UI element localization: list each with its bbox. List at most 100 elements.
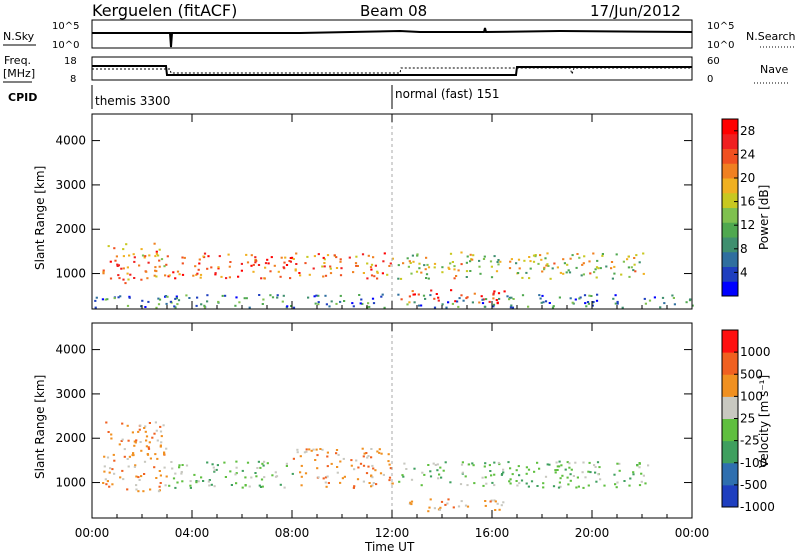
data-cell	[510, 258, 513, 261]
data-cell	[111, 468, 114, 471]
data-cell	[155, 275, 158, 278]
data-cell	[214, 272, 217, 275]
data-cell	[352, 486, 355, 489]
data-cell	[574, 461, 577, 464]
data-cell	[128, 254, 131, 257]
data-cell	[196, 272, 199, 275]
data-cell	[310, 449, 313, 452]
data-cell	[283, 261, 286, 264]
data-cell	[460, 500, 463, 503]
data-cell	[285, 462, 288, 465]
data-cell	[459, 483, 463, 486]
y-tick-label: 4000	[55, 134, 86, 148]
data-cell	[307, 296, 310, 299]
data-cell	[329, 272, 333, 275]
data-cell	[527, 485, 530, 488]
data-cell	[290, 256, 294, 259]
data-cell	[500, 473, 503, 476]
data-cell	[409, 501, 412, 504]
data-cell	[489, 500, 492, 503]
data-cell	[635, 254, 638, 257]
power-panel: 1000 2000 3000 4000	[55, 114, 694, 309]
data-cell	[168, 274, 171, 277]
data-cell	[405, 468, 408, 470]
data-cell	[295, 252, 298, 255]
data-cell	[494, 500, 497, 503]
data-cell	[283, 486, 286, 489]
data-cell	[281, 300, 284, 303]
data-cell	[515, 480, 518, 482]
data-cell	[539, 254, 542, 257]
data-cell	[224, 476, 227, 478]
data-cell	[110, 433, 113, 436]
data-cell	[370, 274, 374, 277]
data-cell	[304, 472, 308, 475]
data-cell	[378, 448, 381, 451]
data-cell	[502, 501, 505, 504]
data-cell	[632, 471, 635, 474]
data-cell	[324, 481, 327, 484]
data-cell	[387, 460, 390, 463]
data-cell	[213, 470, 216, 473]
data-cell	[289, 277, 292, 280]
data-cell	[154, 269, 157, 272]
data-cell	[437, 299, 440, 302]
data-cell	[490, 276, 494, 279]
data-cell	[453, 277, 456, 280]
y-tick-label: 2000	[55, 222, 86, 236]
data-cell	[103, 465, 106, 468]
velocity-colorbar: 1000 500 100 25 -25 -100 -500 -1000	[721, 329, 775, 514]
data-cell	[280, 256, 283, 259]
data-cell	[244, 484, 247, 486]
data-cell	[235, 472, 238, 475]
data-cell	[425, 256, 428, 259]
data-cell	[622, 260, 625, 263]
data-cell	[525, 472, 528, 475]
data-cell	[103, 470, 106, 473]
data-cell	[381, 293, 384, 296]
data-cell	[566, 263, 569, 266]
data-cell	[199, 273, 203, 276]
data-cell	[517, 258, 521, 261]
data-cell	[613, 265, 616, 268]
data-cell	[193, 473, 196, 476]
data-cell	[616, 302, 619, 305]
colorbar-swatch	[722, 207, 738, 223]
data-cell	[548, 302, 551, 304]
data-cell	[353, 468, 356, 471]
data-cell	[433, 507, 436, 510]
data-cell	[121, 469, 124, 472]
beam-title: Beam 08	[360, 2, 427, 20]
data-cell	[206, 267, 209, 270]
data-cell	[582, 262, 585, 265]
data-cell	[493, 473, 496, 476]
data-cell	[290, 305, 293, 307]
data-cell	[145, 435, 149, 438]
data-cell	[147, 261, 150, 264]
data-cell	[330, 462, 333, 465]
data-cell	[356, 265, 359, 267]
data-cell	[425, 277, 428, 279]
data-cell	[162, 424, 165, 427]
data-cell	[336, 466, 339, 468]
data-cell	[406, 303, 409, 306]
data-cell	[424, 268, 427, 271]
data-cell	[529, 267, 532, 270]
data-cell	[199, 276, 202, 279]
data-cell	[140, 248, 143, 251]
data-cell	[128, 455, 131, 458]
data-cell	[122, 255, 125, 258]
data-cell	[238, 301, 241, 304]
data-cell	[299, 455, 302, 458]
colorbar-tick-label: 20	[740, 171, 755, 185]
data-cell	[164, 484, 167, 487]
x-tick-label: 12:00	[375, 526, 410, 540]
data-cell	[410, 503, 413, 506]
data-cell	[552, 485, 556, 488]
data-cell	[407, 265, 410, 268]
data-cell	[143, 460, 147, 463]
data-cell	[464, 475, 467, 478]
data-cell	[493, 484, 496, 487]
data-cell	[596, 293, 599, 296]
data-cell	[269, 294, 272, 297]
